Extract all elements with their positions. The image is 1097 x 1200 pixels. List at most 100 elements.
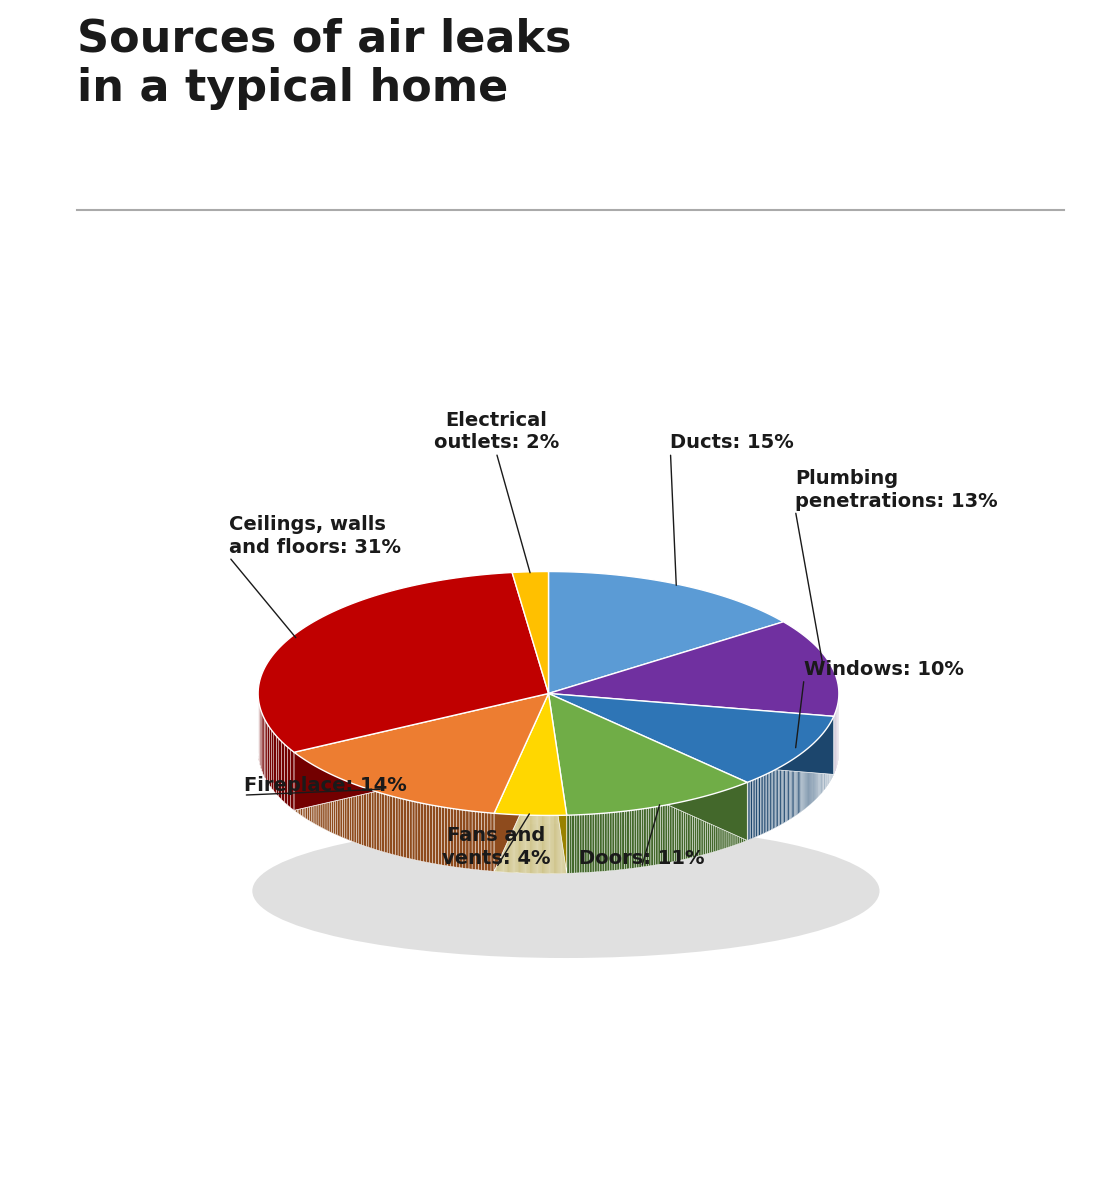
- Polygon shape: [754, 779, 756, 838]
- Polygon shape: [667, 804, 669, 863]
- Polygon shape: [575, 815, 577, 874]
- Polygon shape: [406, 800, 409, 858]
- Polygon shape: [787, 762, 788, 822]
- Polygon shape: [319, 768, 320, 827]
- Polygon shape: [730, 788, 732, 847]
- Polygon shape: [338, 778, 340, 836]
- Polygon shape: [448, 808, 451, 866]
- Polygon shape: [274, 733, 276, 794]
- Polygon shape: [622, 811, 624, 870]
- Polygon shape: [728, 788, 730, 847]
- Polygon shape: [333, 775, 336, 834]
- Polygon shape: [374, 791, 376, 850]
- Polygon shape: [398, 798, 400, 857]
- Polygon shape: [708, 794, 710, 853]
- Polygon shape: [313, 764, 315, 824]
- Polygon shape: [770, 772, 771, 830]
- Polygon shape: [760, 776, 762, 835]
- Polygon shape: [376, 792, 380, 851]
- Polygon shape: [389, 796, 393, 854]
- Polygon shape: [415, 802, 418, 860]
- Polygon shape: [692, 799, 694, 858]
- Polygon shape: [705, 796, 708, 854]
- Polygon shape: [395, 797, 398, 856]
- Polygon shape: [329, 773, 331, 833]
- Polygon shape: [772, 770, 774, 829]
- Polygon shape: [361, 787, 364, 846]
- Polygon shape: [634, 810, 636, 868]
- Polygon shape: [270, 727, 272, 788]
- Polygon shape: [347, 781, 349, 840]
- Polygon shape: [351, 784, 354, 842]
- Polygon shape: [724, 790, 726, 848]
- Polygon shape: [595, 814, 597, 872]
- Polygon shape: [681, 802, 683, 860]
- Polygon shape: [677, 803, 679, 862]
- Polygon shape: [669, 804, 672, 863]
- Polygon shape: [276, 736, 279, 797]
- Polygon shape: [297, 755, 298, 814]
- Polygon shape: [548, 694, 834, 774]
- Text: Plumbing
penetrations: 13%: Plumbing penetrations: 13%: [795, 469, 998, 510]
- Polygon shape: [612, 812, 614, 870]
- Polygon shape: [626, 811, 630, 869]
- Polygon shape: [512, 571, 548, 694]
- Polygon shape: [646, 808, 648, 866]
- Polygon shape: [636, 809, 638, 868]
- Polygon shape: [423, 804, 427, 863]
- Polygon shape: [451, 809, 453, 866]
- Polygon shape: [548, 622, 839, 716]
- Polygon shape: [369, 790, 372, 848]
- Polygon shape: [683, 802, 686, 859]
- Polygon shape: [690, 799, 692, 858]
- Polygon shape: [323, 770, 325, 829]
- Polygon shape: [494, 694, 548, 871]
- Polygon shape: [658, 806, 660, 864]
- Polygon shape: [268, 725, 270, 785]
- Polygon shape: [722, 791, 724, 850]
- Polygon shape: [382, 793, 384, 852]
- Polygon shape: [592, 814, 595, 872]
- Polygon shape: [548, 694, 834, 774]
- Polygon shape: [791, 760, 792, 820]
- Polygon shape: [294, 694, 548, 810]
- Polygon shape: [548, 694, 834, 782]
- Polygon shape: [774, 769, 776, 828]
- Polygon shape: [427, 804, 430, 863]
- Polygon shape: [418, 803, 420, 862]
- Polygon shape: [342, 779, 344, 839]
- Polygon shape: [675, 803, 677, 862]
- Text: Windows: 10%: Windows: 10%: [804, 660, 964, 679]
- Polygon shape: [750, 780, 753, 839]
- Polygon shape: [291, 750, 294, 810]
- Polygon shape: [548, 694, 747, 840]
- Polygon shape: [653, 806, 656, 865]
- Text: Ceilings, walls
and floors: 31%: Ceilings, walls and floors: 31%: [229, 515, 402, 557]
- Text: Doors: 11%: Doors: 11%: [579, 848, 704, 868]
- Polygon shape: [694, 798, 697, 857]
- Polygon shape: [699, 797, 701, 856]
- Polygon shape: [781, 766, 782, 824]
- Polygon shape: [572, 815, 575, 874]
- Ellipse shape: [252, 824, 880, 958]
- Polygon shape: [548, 694, 747, 815]
- Polygon shape: [587, 815, 589, 872]
- Polygon shape: [762, 775, 764, 834]
- Polygon shape: [777, 768, 778, 827]
- Polygon shape: [796, 756, 798, 815]
- Polygon shape: [581, 815, 585, 872]
- Polygon shape: [794, 757, 795, 816]
- Polygon shape: [604, 812, 607, 871]
- Polygon shape: [753, 780, 754, 839]
- Text: Sources of air leaks
in a typical home: Sources of air leaks in a typical home: [77, 17, 572, 110]
- Polygon shape: [491, 814, 494, 871]
- Polygon shape: [744, 784, 746, 842]
- Polygon shape: [589, 814, 592, 872]
- Polygon shape: [364, 787, 366, 846]
- Polygon shape: [732, 787, 734, 846]
- Polygon shape: [468, 811, 472, 869]
- Polygon shape: [320, 769, 323, 828]
- Polygon shape: [372, 790, 374, 850]
- Polygon shape: [404, 799, 406, 858]
- Polygon shape: [710, 794, 712, 853]
